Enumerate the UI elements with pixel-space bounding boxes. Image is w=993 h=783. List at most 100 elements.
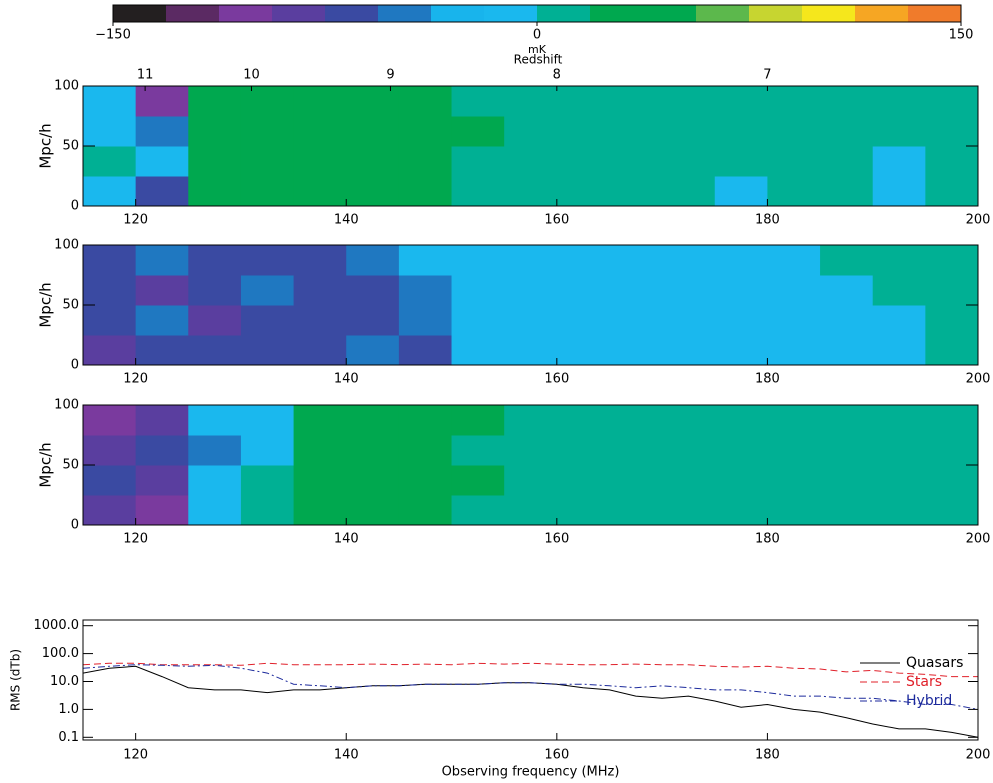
contour-cell bbox=[135, 495, 189, 526]
contour-cell bbox=[135, 335, 189, 366]
contour-cell bbox=[188, 405, 242, 436]
contour-cell bbox=[662, 305, 716, 336]
contour-cell bbox=[83, 245, 137, 276]
contour-cell bbox=[609, 495, 663, 526]
contour-cell bbox=[609, 116, 663, 147]
legend-label: Stars bbox=[906, 674, 942, 690]
y-tick-label: 1000.0 bbox=[34, 618, 80, 633]
contour-cell bbox=[135, 116, 189, 147]
plot-frame bbox=[82, 619, 979, 741]
contour-cell bbox=[872, 176, 926, 207]
x-tick-label: 120 bbox=[123, 532, 148, 547]
y-axis-label: Mpc/h bbox=[37, 282, 55, 327]
contour-cell bbox=[293, 116, 347, 147]
x-tick-label: 200 bbox=[966, 748, 991, 763]
contour-cell bbox=[925, 435, 979, 466]
contour-cell bbox=[714, 495, 768, 526]
contour-cell bbox=[609, 176, 663, 207]
contour-cell bbox=[293, 465, 347, 496]
contour-cell bbox=[504, 245, 558, 276]
x-tick-label: 140 bbox=[334, 532, 359, 547]
contour-cell bbox=[135, 405, 189, 436]
contour-cell bbox=[714, 465, 768, 496]
contour-cell bbox=[609, 465, 663, 496]
contour-cell bbox=[451, 86, 505, 117]
contour-cell bbox=[451, 245, 505, 276]
contour-cell bbox=[609, 86, 663, 117]
y-axis-label: Mpc/h bbox=[37, 123, 55, 168]
contour-cell bbox=[662, 465, 716, 496]
colorbar-segment bbox=[166, 5, 220, 22]
contour-cell bbox=[451, 495, 505, 526]
y-tick-label: 50 bbox=[62, 458, 79, 473]
x-tick-label: 180 bbox=[755, 748, 780, 763]
contour-cell bbox=[556, 176, 610, 207]
legend-label: Quasars bbox=[906, 655, 963, 671]
contour-cell bbox=[346, 146, 400, 177]
contour-cell bbox=[820, 275, 874, 306]
contour-cell bbox=[346, 405, 400, 436]
contour-cell bbox=[188, 495, 242, 526]
colorbar-segment bbox=[219, 5, 273, 22]
contour-cell bbox=[346, 275, 400, 306]
x-axis-label: Observing frequency (MHz) bbox=[442, 765, 620, 780]
contour-cell bbox=[188, 146, 242, 177]
contour-cell bbox=[240, 245, 295, 276]
colorbar-segment bbox=[431, 5, 485, 22]
contour-cell bbox=[609, 275, 663, 306]
contour-cell bbox=[609, 146, 663, 177]
contour-cell bbox=[188, 86, 242, 117]
contour-cell bbox=[820, 86, 874, 117]
colorbar-segment bbox=[643, 5, 697, 22]
redshift-tick-label: 9 bbox=[386, 68, 394, 83]
contour-cell bbox=[240, 405, 295, 436]
contour-cell bbox=[83, 335, 137, 366]
contour-cell bbox=[504, 495, 558, 526]
contour-cell bbox=[188, 305, 242, 336]
contour-cell bbox=[925, 465, 979, 496]
redshift-tick-label: 11 bbox=[137, 68, 154, 83]
contour-cell bbox=[83, 495, 137, 526]
contour-cell bbox=[188, 176, 242, 207]
contour-cell bbox=[925, 116, 979, 147]
contour-cell bbox=[346, 86, 400, 117]
contour-cell bbox=[609, 305, 663, 336]
contour-cell bbox=[188, 245, 242, 276]
contour-cell bbox=[293, 405, 347, 436]
contour-cell bbox=[714, 275, 768, 306]
contour-cell bbox=[451, 146, 505, 177]
x-tick-label: 140 bbox=[334, 372, 359, 387]
contour-cell bbox=[240, 465, 295, 496]
contour-cell bbox=[188, 335, 242, 366]
contour-cell bbox=[872, 435, 926, 466]
contour-cell bbox=[820, 465, 874, 496]
contour-cell bbox=[504, 435, 558, 466]
contour-cell bbox=[662, 275, 716, 306]
contour-cell bbox=[662, 495, 716, 526]
contour-cell bbox=[398, 305, 453, 336]
contour-cell bbox=[188, 275, 242, 306]
contour-cell bbox=[398, 405, 453, 436]
contour-cell bbox=[767, 146, 821, 177]
contour-cell bbox=[293, 245, 347, 276]
contour-cell bbox=[556, 465, 610, 496]
contour-cell bbox=[398, 275, 453, 306]
x-tick-label: 120 bbox=[123, 213, 148, 228]
contour-cell bbox=[451, 335, 505, 366]
colorbar-segment bbox=[802, 5, 856, 22]
contour-cell bbox=[820, 335, 874, 366]
contour-cell bbox=[820, 116, 874, 147]
contour-cell bbox=[925, 146, 979, 177]
contour-cell bbox=[556, 116, 610, 147]
contour-cell bbox=[820, 146, 874, 177]
contour-cell bbox=[872, 305, 926, 336]
contour-cell bbox=[925, 176, 979, 207]
contour-cell bbox=[240, 176, 295, 207]
y-tick-label: 0 bbox=[71, 358, 79, 373]
contour-cell bbox=[398, 116, 453, 147]
series-line bbox=[83, 665, 978, 738]
contour-cell bbox=[714, 435, 768, 466]
y-tick-label: 100 bbox=[54, 238, 79, 253]
contour-cell bbox=[240, 305, 295, 336]
